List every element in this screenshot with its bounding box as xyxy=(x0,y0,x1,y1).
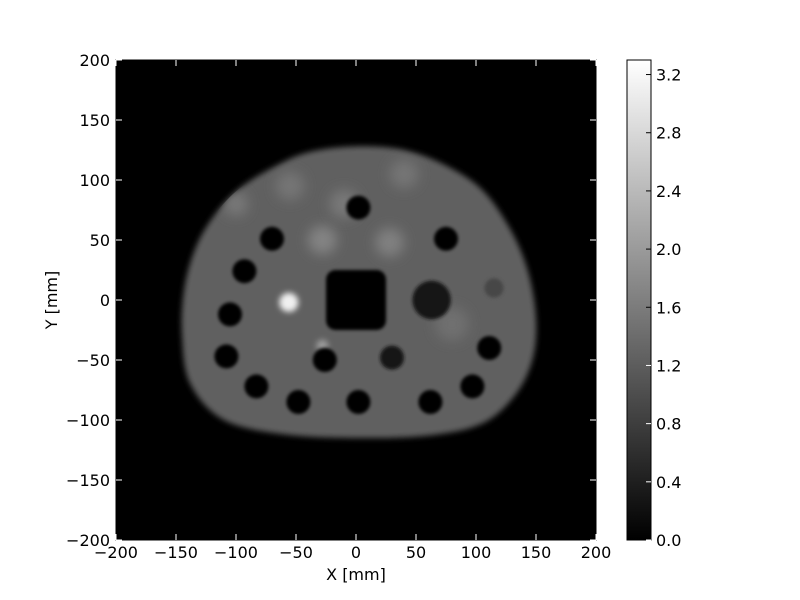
central-dark-region xyxy=(326,270,386,330)
dark-hole xyxy=(477,336,502,360)
bright-spot xyxy=(279,292,299,312)
phantom-features xyxy=(214,159,504,414)
y-tick-label: 200 xyxy=(79,51,110,70)
dark-hole xyxy=(346,390,371,414)
colorbar-ticks: 0.0 0.4 0.8 1.2 1.6 2.0 2.4 2.8 3.2 xyxy=(646,66,681,550)
x-tick-label: 150 xyxy=(521,543,552,562)
x-axis-label: X [mm] xyxy=(326,565,386,584)
y-tick-label: 150 xyxy=(79,111,110,130)
bright-spot xyxy=(435,307,469,341)
y-tick-label: −150 xyxy=(66,471,110,490)
heatmap-image xyxy=(116,60,596,540)
colorbar-tick-label: 0.0 xyxy=(656,531,681,550)
colorbar-tick-label: 0.4 xyxy=(656,473,681,492)
dark-hole xyxy=(244,374,269,399)
dark-hole xyxy=(218,302,242,327)
dark-hole xyxy=(214,344,239,369)
y-tick-label: 0 xyxy=(100,291,110,310)
bright-spot xyxy=(308,225,337,255)
dark-hole xyxy=(286,390,311,414)
colorbar-tick-label: 1.6 xyxy=(656,298,681,317)
colorbar-tick-label: 1.2 xyxy=(656,356,681,375)
colorbar-frame xyxy=(626,59,652,541)
colorbar-tick-label: 0.8 xyxy=(656,415,681,434)
dark-hole xyxy=(418,390,443,414)
colorbar-tick-label: 2.4 xyxy=(656,182,681,201)
x-tick-label: −200 xyxy=(94,543,138,562)
x-tick-label: 0 xyxy=(351,543,361,562)
dark-hole xyxy=(380,345,404,370)
colorbar-gradient xyxy=(627,60,651,540)
colorbar-tick-label: 2.8 xyxy=(656,124,681,143)
y-tick-label: 50 xyxy=(90,231,110,250)
bright-spot xyxy=(224,192,248,216)
y-axis-ticks: −200 −150 −100 −50 0 50 100 150 200 xyxy=(66,51,596,550)
dark-hole xyxy=(346,195,371,220)
dark-hole xyxy=(232,259,257,284)
dark-hole xyxy=(412,280,451,320)
colorbar-tick-label: 3.2 xyxy=(656,66,681,85)
dark-hole xyxy=(484,278,504,298)
x-tick-label: 200 xyxy=(581,543,612,562)
x-tick-label: 100 xyxy=(461,543,492,562)
dark-hole xyxy=(434,226,458,251)
y-tick-label: 100 xyxy=(79,171,110,190)
colorbar-tick-label: 2.0 xyxy=(656,240,681,259)
x-tick-label: −50 xyxy=(279,543,313,562)
bright-spot xyxy=(389,159,419,189)
dark-hole xyxy=(460,374,485,399)
body-interior xyxy=(214,159,504,414)
x-tick-label: 50 xyxy=(406,543,426,562)
bright-spot xyxy=(375,228,404,257)
bright-spot xyxy=(275,171,305,201)
y-tick-label: −50 xyxy=(76,351,110,370)
x-tick-label: −100 xyxy=(214,543,258,562)
dark-hole xyxy=(260,226,284,251)
y-tick-label: −200 xyxy=(66,531,110,550)
dark-hole xyxy=(312,348,337,372)
colorbar: 0.0 0.4 0.8 1.2 1.6 2.0 2.4 2.8 3.2 xyxy=(626,59,681,550)
x-axis-ticks: −200 −150 −100 −50 0 50 100 150 200 xyxy=(94,60,611,562)
y-axis-label: Y [mm] xyxy=(42,271,61,331)
x-tick-label: −150 xyxy=(154,543,198,562)
y-tick-label: −100 xyxy=(66,411,110,430)
